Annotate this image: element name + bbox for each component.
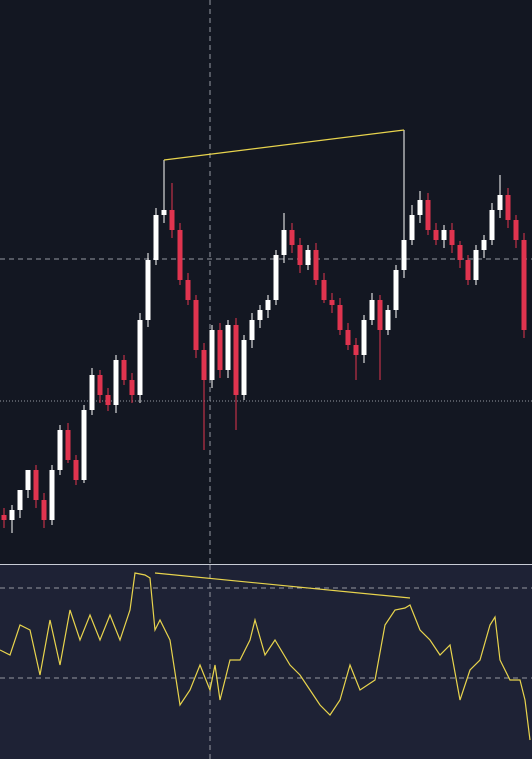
candle-body [17, 490, 23, 510]
candle-body [449, 230, 455, 245]
candle-body [297, 245, 303, 265]
candle-body [145, 260, 151, 320]
candle-body [105, 395, 111, 405]
candle-body [417, 200, 423, 215]
candle-body [233, 325, 239, 395]
candle-body [385, 310, 391, 330]
candle-body [273, 255, 279, 300]
candle-body [217, 330, 223, 370]
candle-body [313, 250, 319, 280]
candle-body [409, 215, 415, 240]
candle-body [41, 500, 47, 520]
candle-body [289, 230, 295, 245]
candle-body [329, 300, 335, 305]
candle-body [137, 320, 143, 395]
candle-body [73, 460, 79, 480]
candle-body [505, 195, 511, 220]
oscillator-panel [0, 565, 532, 759]
candle-body [513, 220, 519, 240]
candle-body [401, 240, 407, 270]
candle-body [497, 195, 503, 210]
candle-body [121, 360, 127, 380]
candle-body [481, 240, 487, 250]
candle-body [169, 210, 175, 230]
candle-body [81, 410, 87, 480]
candle-body [321, 280, 327, 300]
candle-body [241, 340, 247, 395]
candle-body [305, 250, 311, 265]
candle-body [177, 230, 183, 280]
candle-body [185, 280, 191, 300]
candle-body [65, 430, 71, 460]
candle-body [25, 470, 31, 490]
candle-body [361, 320, 367, 355]
candle-body [113, 360, 119, 405]
candle-body [129, 380, 135, 395]
candle-body [353, 345, 359, 355]
candle-body [225, 325, 231, 370]
candle-body [337, 305, 343, 330]
candle-body [9, 510, 15, 520]
candle-body [153, 215, 159, 260]
candle-body [369, 300, 375, 320]
candle-body [257, 310, 263, 320]
candle-body [281, 230, 287, 255]
candle-body [425, 200, 431, 230]
candle-body [521, 240, 527, 330]
price-panel [0, 0, 532, 564]
candle-body [441, 230, 447, 240]
candle-body [473, 250, 479, 280]
trend-line [154, 572, 411, 599]
candle-body [1, 515, 7, 520]
candle-body [89, 375, 95, 410]
candle-body [33, 470, 39, 500]
candle-body [377, 300, 383, 330]
candle-body [345, 330, 351, 345]
candle-body [393, 270, 399, 310]
candle-body [265, 300, 271, 310]
candle-body [209, 330, 215, 380]
oscillator-line [0, 572, 531, 741]
candle-body [193, 300, 199, 350]
candle-body [249, 320, 255, 340]
trend-line [163, 129, 405, 161]
candle-body [49, 470, 55, 520]
candle-body [433, 230, 439, 240]
candle-body [201, 350, 207, 380]
candle-body [465, 260, 471, 280]
candle-body [57, 430, 63, 470]
candle-body [97, 375, 103, 395]
candle-body [457, 245, 463, 260]
candle-body [489, 210, 495, 240]
candle-body [161, 210, 167, 215]
